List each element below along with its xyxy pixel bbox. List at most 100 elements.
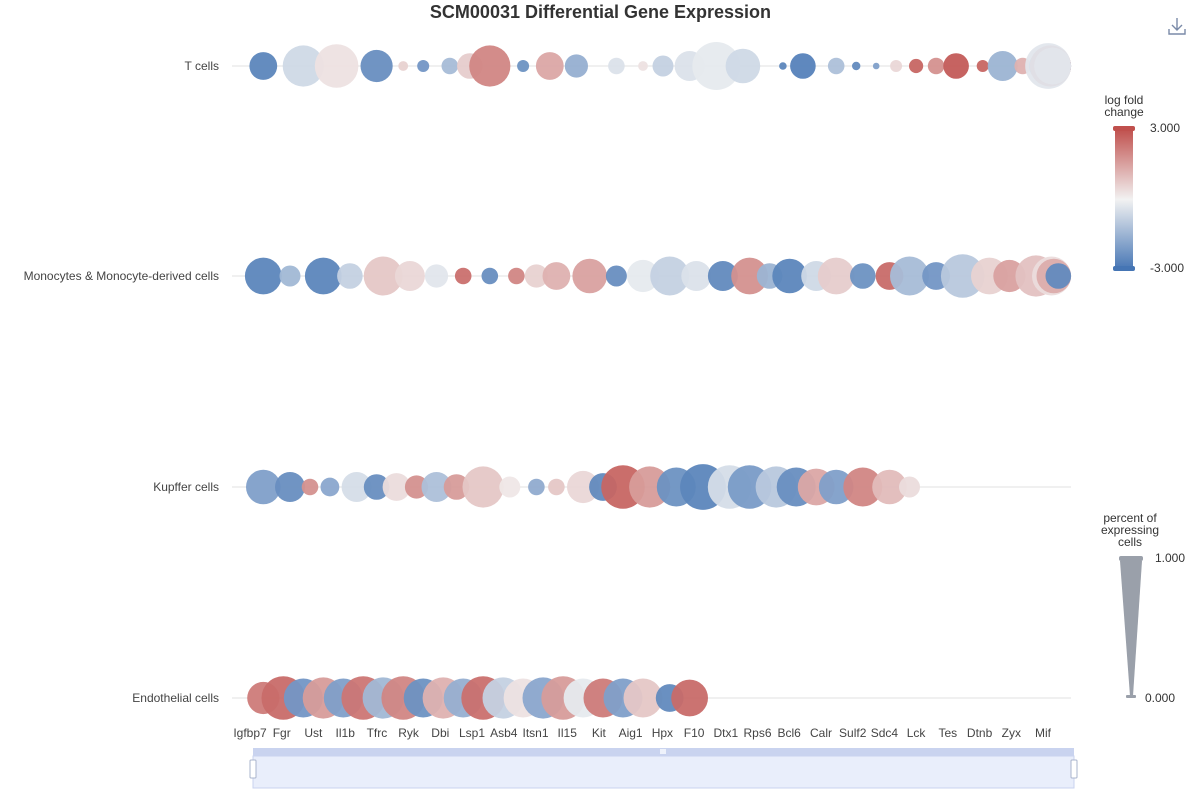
size-legend-wedge[interactable] <box>1120 561 1142 696</box>
download-button[interactable] <box>1166 15 1188 37</box>
x-axis-label: Ust <box>304 726 323 740</box>
data-bubble[interactable] <box>363 256 403 296</box>
data-bubble[interactable] <box>927 57 945 75</box>
data-bubble[interactable] <box>671 679 708 717</box>
size-legend-handle-max[interactable] <box>1119 556 1143 561</box>
datazoom-window[interactable] <box>252 755 1075 789</box>
data-bubble[interactable] <box>421 472 452 502</box>
data-bubble[interactable] <box>772 258 807 294</box>
data-bubble[interactable] <box>314 44 359 88</box>
y-axis-label: Endothelial cells <box>132 691 219 705</box>
data-bubble[interactable] <box>282 45 324 87</box>
chart-title: SCM00031 Differential Gene Expression <box>429 2 772 22</box>
data-bubble[interactable] <box>725 48 761 84</box>
data-bubble[interactable] <box>443 474 470 500</box>
data-bubble[interactable] <box>976 60 989 72</box>
data-bubble[interactable] <box>341 472 372 502</box>
data-bubble[interactable] <box>1025 43 1071 89</box>
data-bubble[interactable] <box>852 61 861 71</box>
size-legend-title-line3: cells <box>1118 535 1142 549</box>
data-bubble[interactable] <box>508 267 525 285</box>
x-axis-label: Dtnb <box>967 726 993 740</box>
data-bubble[interactable] <box>987 51 1018 81</box>
data-bubble[interactable] <box>623 678 663 718</box>
data-bubble[interactable] <box>890 60 903 72</box>
data-bubble[interactable] <box>779 62 787 70</box>
data-bubble[interactable] <box>899 476 920 498</box>
data-bubble[interactable] <box>542 262 571 290</box>
data-bubble[interactable] <box>909 58 924 74</box>
data-bubble[interactable] <box>417 60 430 72</box>
data-bubble[interactable] <box>360 49 393 83</box>
x-axis-label: Calr <box>810 726 832 740</box>
data-bubble[interactable] <box>499 476 521 498</box>
x-axis-label: Zyx <box>1002 726 1021 740</box>
data-bubble[interactable] <box>301 478 319 496</box>
data-bubble[interactable] <box>890 256 929 296</box>
data-bubble[interactable] <box>304 257 342 295</box>
data-bubble[interactable] <box>940 254 985 298</box>
data-bubble[interactable] <box>1045 263 1072 289</box>
download-icon <box>1168 18 1186 35</box>
datazoom-slider[interactable] <box>249 748 1078 789</box>
color-legend-handle-max[interactable] <box>1113 126 1135 131</box>
data-bubble[interactable] <box>481 267 499 285</box>
data-bubble[interactable] <box>337 263 363 289</box>
data-bubble[interactable] <box>524 264 549 288</box>
data-bubble[interactable] <box>548 478 565 496</box>
color-legend-handle-min[interactable] <box>1113 266 1135 271</box>
data-bubble[interactable] <box>731 257 768 295</box>
datazoom-handle-left[interactable] <box>249 759 257 779</box>
datazoom-move-handle[interactable] <box>660 749 666 754</box>
data-bubble[interactable] <box>398 61 409 71</box>
data-bubble[interactable] <box>424 264 449 288</box>
size-legend: percent of expressing cells 1.000 0.000 <box>1101 511 1185 705</box>
data-bubble[interactable] <box>462 466 504 508</box>
data-bubble[interactable] <box>244 257 282 295</box>
data-bubble[interactable] <box>469 45 511 87</box>
data-bubble[interactable] <box>872 469 907 505</box>
data-bubble[interactable] <box>850 263 876 289</box>
data-bubble[interactable] <box>249 52 278 80</box>
data-bubble[interactable] <box>943 53 969 79</box>
data-bubble[interactable] <box>626 259 660 293</box>
data-bubble[interactable] <box>707 261 738 291</box>
data-bubble[interactable] <box>652 55 674 77</box>
data-bubble[interactable] <box>843 467 883 507</box>
x-axis-label: Rps6 <box>743 726 771 740</box>
data-bubble[interactable] <box>872 62 880 70</box>
data-bubble[interactable] <box>818 469 854 505</box>
x-axis-label: Lck <box>907 726 927 740</box>
color-legend-bar[interactable] <box>1115 129 1133 270</box>
data-bubble[interactable] <box>441 57 459 75</box>
datazoom-handle-right[interactable] <box>1070 759 1078 779</box>
data-bubble[interactable] <box>572 258 607 294</box>
data-bubble[interactable] <box>275 472 305 502</box>
data-bubble[interactable] <box>692 42 741 90</box>
data-bubble[interactable] <box>363 474 390 500</box>
data-bubble[interactable] <box>245 469 281 505</box>
data-bubble[interactable] <box>404 475 429 499</box>
data-bubble[interactable] <box>564 54 589 78</box>
data-bubble[interactable] <box>382 473 411 501</box>
data-bubble[interactable] <box>394 261 425 291</box>
data-bubble[interactable] <box>608 57 625 75</box>
grid-lines <box>232 65 1071 699</box>
data-bubble[interactable] <box>681 261 712 291</box>
x-axis-label: Dbi <box>431 726 449 740</box>
data-bubble[interactable] <box>605 265 627 287</box>
data-bubble[interactable] <box>817 257 855 295</box>
x-axis-label: Kit <box>592 726 607 740</box>
data-bubble[interactable] <box>827 57 845 75</box>
data-bubble[interactable] <box>528 478 545 496</box>
data-bubble[interactable] <box>567 470 600 504</box>
data-bubble[interactable] <box>535 52 564 80</box>
data-bubble[interactable] <box>320 477 340 497</box>
data-bubble[interactable] <box>517 60 530 72</box>
data-bubble[interactable] <box>454 267 472 285</box>
data-bubble[interactable] <box>790 53 816 79</box>
size-legend-handle-min[interactable] <box>1126 695 1136 698</box>
data-bubble[interactable] <box>279 265 301 287</box>
data-bubble[interactable] <box>638 61 648 71</box>
data-bubble[interactable] <box>650 256 690 296</box>
